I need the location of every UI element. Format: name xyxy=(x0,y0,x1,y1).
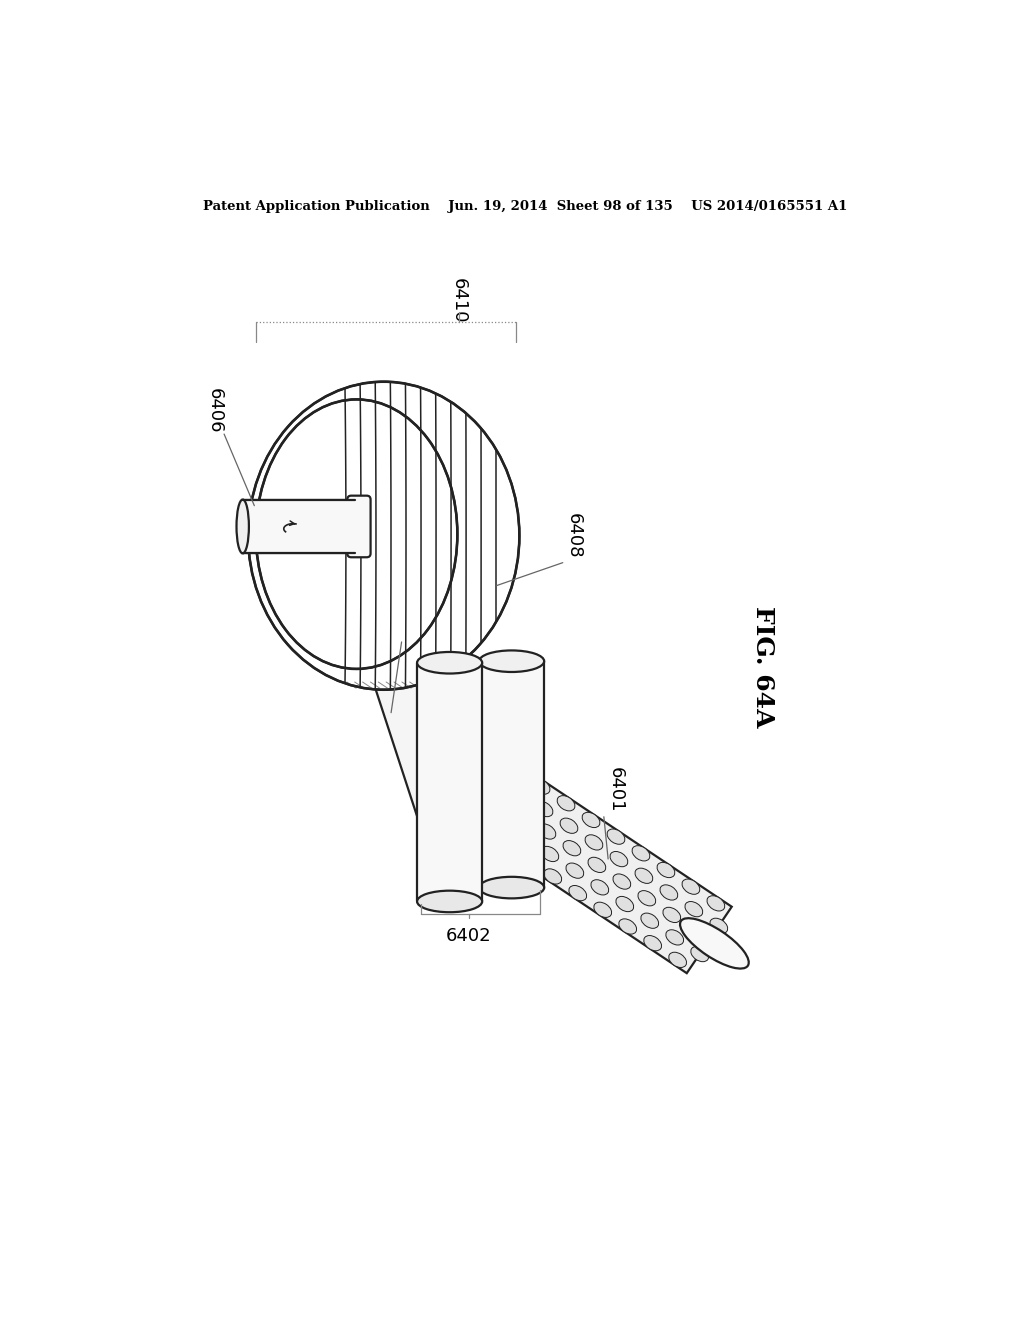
Ellipse shape xyxy=(615,896,634,912)
Ellipse shape xyxy=(516,830,534,845)
Text: 6410: 6410 xyxy=(450,279,468,323)
Ellipse shape xyxy=(566,863,584,878)
Text: 6404: 6404 xyxy=(350,634,395,651)
Ellipse shape xyxy=(519,853,537,867)
Text: FIG. 64A: FIG. 64A xyxy=(752,606,775,727)
Ellipse shape xyxy=(644,936,662,950)
Ellipse shape xyxy=(638,891,655,906)
Polygon shape xyxy=(243,499,355,553)
Ellipse shape xyxy=(544,869,562,884)
Ellipse shape xyxy=(532,779,550,795)
Ellipse shape xyxy=(685,902,702,917)
Ellipse shape xyxy=(657,862,675,878)
Ellipse shape xyxy=(585,834,603,850)
Ellipse shape xyxy=(248,381,519,689)
Ellipse shape xyxy=(632,846,650,861)
Ellipse shape xyxy=(479,651,544,672)
Ellipse shape xyxy=(510,784,528,800)
Ellipse shape xyxy=(641,913,658,928)
Ellipse shape xyxy=(635,869,652,883)
Ellipse shape xyxy=(494,836,512,850)
Ellipse shape xyxy=(682,879,699,895)
Ellipse shape xyxy=(557,796,574,810)
Ellipse shape xyxy=(688,924,706,940)
Ellipse shape xyxy=(560,818,578,833)
FancyBboxPatch shape xyxy=(347,496,371,557)
Ellipse shape xyxy=(680,919,749,969)
Ellipse shape xyxy=(582,812,600,828)
Ellipse shape xyxy=(669,952,686,968)
Polygon shape xyxy=(479,661,544,887)
Ellipse shape xyxy=(610,851,628,867)
Ellipse shape xyxy=(488,791,506,805)
Ellipse shape xyxy=(618,919,637,935)
Ellipse shape xyxy=(417,652,482,673)
Text: 6406: 6406 xyxy=(206,388,224,434)
Ellipse shape xyxy=(536,801,553,817)
Ellipse shape xyxy=(538,824,556,840)
Text: 6402: 6402 xyxy=(446,927,492,945)
Ellipse shape xyxy=(449,763,517,813)
Ellipse shape xyxy=(417,891,482,912)
Ellipse shape xyxy=(541,846,559,862)
Ellipse shape xyxy=(666,929,684,945)
Ellipse shape xyxy=(607,829,625,845)
Ellipse shape xyxy=(613,874,631,890)
Ellipse shape xyxy=(563,841,581,855)
Ellipse shape xyxy=(469,818,486,834)
Ellipse shape xyxy=(663,907,681,923)
Ellipse shape xyxy=(710,919,728,933)
Ellipse shape xyxy=(660,884,678,900)
Text: 6401: 6401 xyxy=(607,767,625,813)
Ellipse shape xyxy=(588,857,606,873)
Ellipse shape xyxy=(513,808,530,822)
Ellipse shape xyxy=(591,879,608,895)
Ellipse shape xyxy=(237,499,249,553)
Polygon shape xyxy=(462,756,732,973)
Ellipse shape xyxy=(492,813,509,828)
Ellipse shape xyxy=(691,946,709,962)
Ellipse shape xyxy=(256,400,458,669)
Ellipse shape xyxy=(707,896,725,911)
Text: 6408: 6408 xyxy=(564,513,583,558)
Text: Patent Application Publication    Jun. 19, 2014  Sheet 98 of 135    US 2014/0165: Patent Application Publication Jun. 19, … xyxy=(203,201,847,214)
Polygon shape xyxy=(347,578,511,886)
Ellipse shape xyxy=(569,886,587,900)
Ellipse shape xyxy=(479,876,544,899)
Ellipse shape xyxy=(507,762,525,777)
Polygon shape xyxy=(417,663,482,902)
Ellipse shape xyxy=(594,902,611,917)
